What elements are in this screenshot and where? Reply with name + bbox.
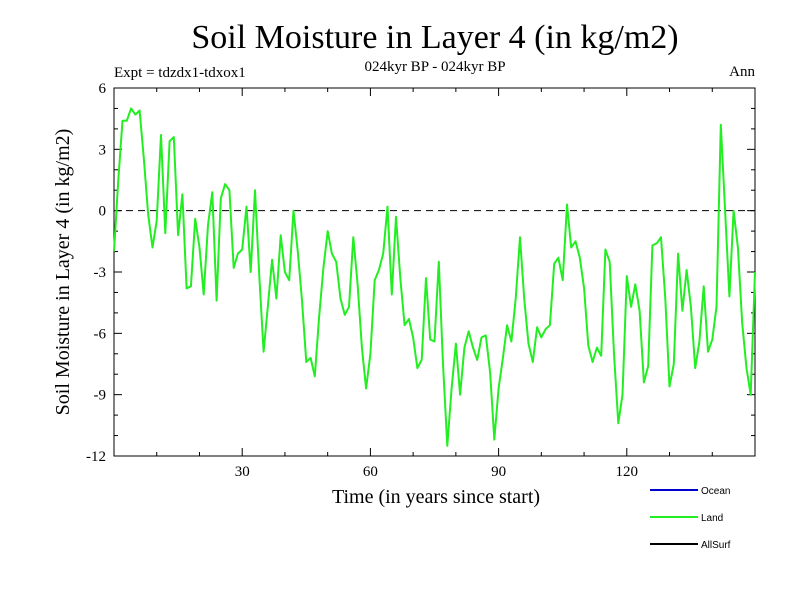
x-tick-label: 120: [616, 464, 639, 480]
plot-frame: [113, 87, 756, 457]
legend-label-ocean: Ocean: [701, 486, 730, 497]
x-tick-label: 90: [491, 464, 506, 480]
season-label: Ann: [729, 64, 755, 80]
legend: Ocean Land AllSurf: [650, 486, 731, 551]
chart-title: Soil Moisture in Layer 4 (in kg/m2): [191, 19, 678, 56]
y-tick-label: -6: [94, 326, 107, 342]
y-tick-label: 0: [99, 204, 107, 220]
y-tick-label: 6: [99, 81, 107, 97]
y-tick-label: 3: [99, 142, 107, 158]
chart-subtitle: 024kyr BP - 024kyr BP: [364, 59, 505, 75]
y-axis-label: Soil Moisture in Layer 4 (in kg/m2): [52, 129, 74, 416]
legend-label-land: Land: [701, 513, 723, 524]
experiment-label: Expt = tdzdx1-tdxox1: [114, 65, 246, 81]
y-tick-label: -3: [94, 265, 107, 281]
y-tick-label: -12: [86, 449, 106, 465]
x-tick-label: 60: [363, 464, 378, 480]
x-tick-label: 30: [235, 464, 250, 480]
series-line-land: [113, 107, 756, 447]
x-axis-label: Time (in years since start): [332, 486, 540, 508]
y-tick-label: -9: [94, 388, 107, 404]
legend-label-allsurf: AllSurf: [701, 540, 731, 551]
